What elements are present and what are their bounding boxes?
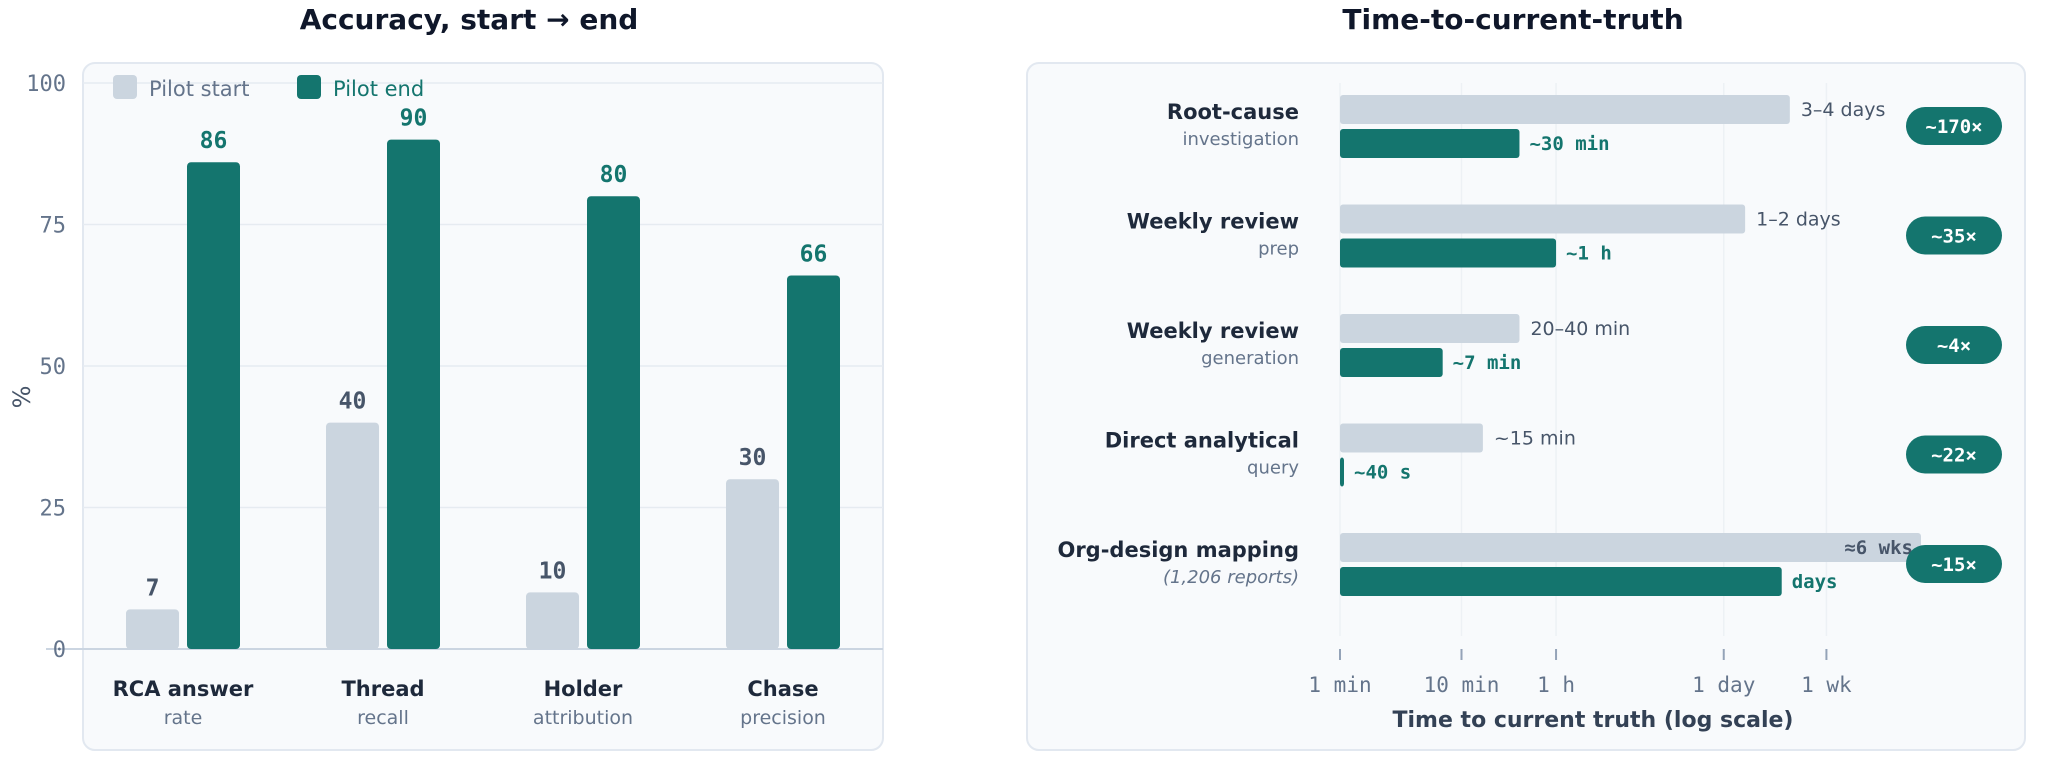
value-label-pilot-end: 86 [200,128,228,154]
row: Weekly review generation 20–40 min ~7 min ~4… [1127,314,2002,377]
speedup-badge [1906,435,2002,474]
time-chart: Time-to-current-truth Root-cause investig… [1026,3,2026,751]
label-before: ~15 min [1494,428,1576,450]
bar-before [1340,204,1746,234]
rows: Root-cause investigation 3–4 days ~30 min ~1… [1057,95,2002,596]
x-axis-label: Time to current truth (log scale) [1393,708,1794,733]
value-label-pilot-end: 66 [800,241,828,267]
category-subtitle: precision [740,707,826,729]
speedup-label: ~35× [1931,226,1977,248]
speedup-label: ~22× [1931,445,1977,467]
label-after: ~1 h [1566,243,1612,265]
x-tick-label: 1 min [1308,673,1371,697]
x-tick-label: 1 day [1692,673,1755,697]
legend-label-pilot-start: Pilot start [149,77,250,101]
y-axis-label: % [8,386,36,409]
row: Weekly review prep 1–2 days ~1 h ~35× [1127,204,2002,268]
bar-pilot-end [587,196,640,649]
legend: Pilot start Pilot end [113,75,424,101]
category-subtitle: attribution [533,707,633,729]
category-subtitle: recall [357,707,409,729]
accuracy-chart: Accuracy, start → end % 0 25 50 75 100 Pilot… [8,3,884,751]
speedup-label: ~170× [1925,116,1982,138]
row: Direct analytical query ~15 min ~40 s ~22× [1105,423,2002,487]
bar-after [1340,129,1520,158]
row-title: Weekly review [1127,210,1299,234]
category-title: RCA answer [113,677,254,701]
value-label-pilot-start: 30 [739,445,767,471]
label-after: ~7 min [1453,352,1522,374]
label-after: days [1792,571,1838,593]
y-tick-label: 50 [40,355,67,380]
row-subtitle: query [1247,458,1299,479]
x-axis: 1 min 10 min 1 h 1 day 1 wk [1308,649,1852,697]
value-label-pilot-end: 80 [600,162,628,188]
speedup-badge [1906,326,2002,364]
bar-after [1340,457,1344,487]
speedup-badge [1906,107,2002,145]
row-subtitle: investigation [1182,129,1299,150]
label-before: 1–2 days [1756,209,1841,231]
value-label-pilot-start: 40 [339,389,367,415]
time-chart-panel [1026,62,2026,751]
y-tick-labels: 0 25 50 75 100 [26,72,66,663]
x-tick-label: 1 h [1537,673,1575,697]
row-title: Root-cause [1167,100,1299,124]
row: Org-design mapping (1,206 reports) ≈6 wks d… [1057,533,2002,596]
speedup-label: ~15× [1931,554,1977,576]
time-chart-title: Time-to-current-truth [1342,3,1683,36]
x-tick-label: 1 wk [1801,673,1852,697]
speedup-badge [1906,216,2002,255]
label-after: ~40 s [1354,462,1411,484]
label-before: 20–40 min [1530,318,1630,340]
row-subtitle: (1,206 reports) [1163,567,1299,588]
bar-before [1340,533,1921,562]
y-tick-label: 0 [53,638,66,663]
label-after: ~30 min [1529,133,1609,155]
y-tick-label: 100 [26,72,66,97]
legend-swatch-pilot-end [297,75,321,99]
category-subtitle: rate [164,707,203,729]
category-title: Thread [341,677,424,701]
y-tick-label: 75 [40,214,67,239]
bar-after [1340,348,1443,377]
speedup-label: ~4× [1937,335,1971,357]
accuracy-chart-title: Accuracy, start → end [300,3,639,36]
row-subtitle: prep [1258,239,1299,260]
bar-before [1340,423,1483,453]
category-title: Chase [747,677,818,701]
row: Root-cause investigation 3–4 days ~30 min ~1… [1167,95,2002,158]
category-labels: RCA answer rate Thread recall Holder attribut… [113,677,826,729]
bar-after [1340,238,1557,268]
legend-label-pilot-end: Pilot end [333,77,424,101]
y-tick-label: 25 [40,497,67,522]
accuracy-chart-panel [82,62,884,751]
bar-pilot-end [387,139,440,649]
bar-pilot-start [726,479,779,649]
bar-before [1340,95,1790,124]
label-before: ≈6 wks [1844,537,1913,559]
category-title: Holder [544,677,623,701]
value-label-pilot-start: 7 [146,575,160,601]
legend-swatch-pilot-start [113,75,137,99]
bar-after [1340,567,1782,596]
x-tick-label: 10 min [1424,673,1500,697]
label-before: 3–4 days [1801,99,1886,121]
row-title: Direct analytical [1105,429,1299,453]
bar-pilot-end [787,275,840,649]
bar-pilot-start [526,592,579,649]
bar-before [1340,314,1520,343]
bar-pilot-end [187,162,240,650]
bars: 7 86 40 90 10 80 30 66 [126,106,840,650]
row-subtitle: generation [1201,348,1299,369]
speedup-badge [1906,545,2002,583]
row-title: Org-design mapping [1057,538,1299,562]
value-label-pilot-start: 10 [539,558,567,584]
value-label-pilot-end: 90 [400,106,428,132]
bar-pilot-start [326,422,379,649]
bar-pilot-start [126,609,179,649]
row-title: Weekly review [1127,319,1299,343]
